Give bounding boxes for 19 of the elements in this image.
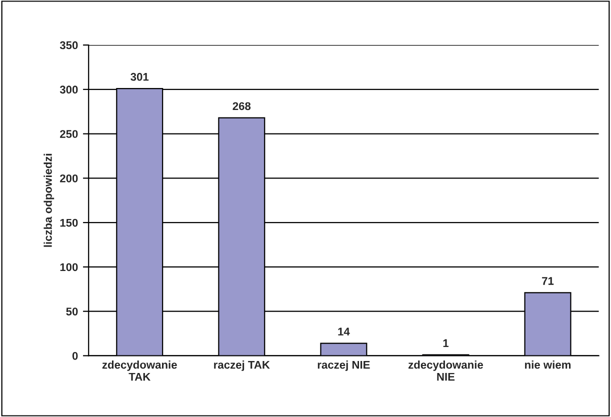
data-label: 14	[338, 328, 350, 336]
x-tick-label: raczej NIE	[318, 360, 370, 371]
y-tick-label: 250	[60, 130, 78, 138]
data-label: 71	[542, 277, 554, 285]
x-tick-label: zdecydowanie TAK	[102, 360, 177, 381]
y-tick-label: 100	[60, 263, 78, 272]
data-label: 268	[232, 102, 251, 110]
y-tick-label: 0	[72, 352, 78, 360]
y-tick-label: 350	[60, 41, 78, 50]
y-tick-label: 50	[66, 308, 78, 316]
data-label: 1	[443, 339, 449, 347]
y-axis-title: liczba odpowiedzi	[44, 154, 54, 247]
x-tick-label: nie wiem	[525, 360, 571, 369]
y-tick-label: 300	[60, 86, 78, 94]
data-label: 301	[130, 72, 149, 81]
x-tick-label: raczej TAK	[214, 360, 270, 371]
y-tick-label: 200	[60, 174, 78, 182]
y-tick-label: 150	[60, 218, 78, 227]
x-tick-label: zdecydowanie NIE	[408, 360, 484, 381]
